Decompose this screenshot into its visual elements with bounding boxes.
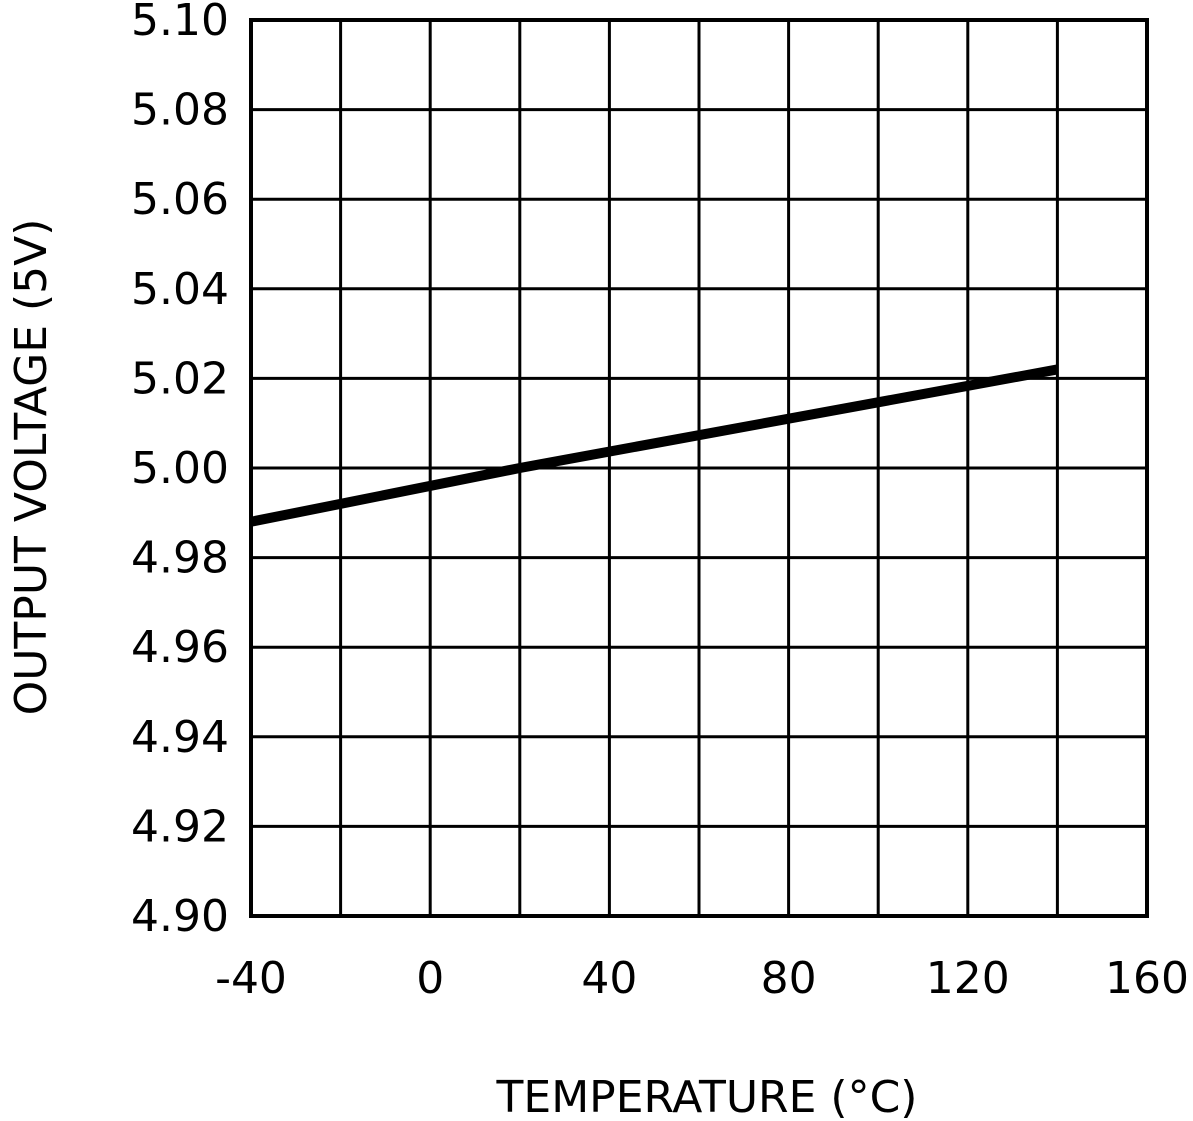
y-tick-label-1: 4.92 [131, 801, 229, 852]
y-tick-label-9: 5.08 [131, 85, 229, 136]
y-tick-label-4: 4.98 [131, 533, 229, 584]
x-tick-label-2: 40 [581, 953, 637, 1004]
x-tick-label-4: 120 [926, 953, 1010, 1004]
y-tick-label-0: 4.90 [131, 891, 229, 942]
x-tick-label-0: -40 [215, 953, 287, 1004]
y-tick-label-8: 5.06 [131, 174, 229, 225]
y-axis-label: OUTPUT VOLTAGE (5V) [6, 219, 57, 716]
y-tick-label-7: 5.04 [131, 264, 229, 315]
x-axis-ticks: -40 0 40 80 120 160 [215, 953, 1189, 1004]
grid [249, 18, 1149, 918]
series-layer [250, 364, 1059, 527]
x-axis-label: TEMPERATURE (°C) [496, 1072, 918, 1121]
y-axis-ticks: 4.90 4.92 4.94 4.96 4.98 5.00 5.02 5.04 5.06 5.08… [131, 0, 229, 942]
x-tick-label-3: 80 [761, 953, 817, 1004]
y-tick-label-6: 5.02 [131, 353, 229, 404]
x-tick-label-1: 0 [416, 953, 444, 1004]
y-tick-label-5: 5.00 [131, 443, 229, 494]
y-tick-label-3: 4.96 [131, 622, 229, 673]
x-tick-label-5: 160 [1105, 953, 1189, 1004]
series-line-0 [250, 364, 1059, 527]
y-tick-label-10: 5.10 [131, 0, 229, 46]
plot-frame [249, 18, 1149, 918]
y-tick-label-2: 4.94 [131, 712, 229, 763]
